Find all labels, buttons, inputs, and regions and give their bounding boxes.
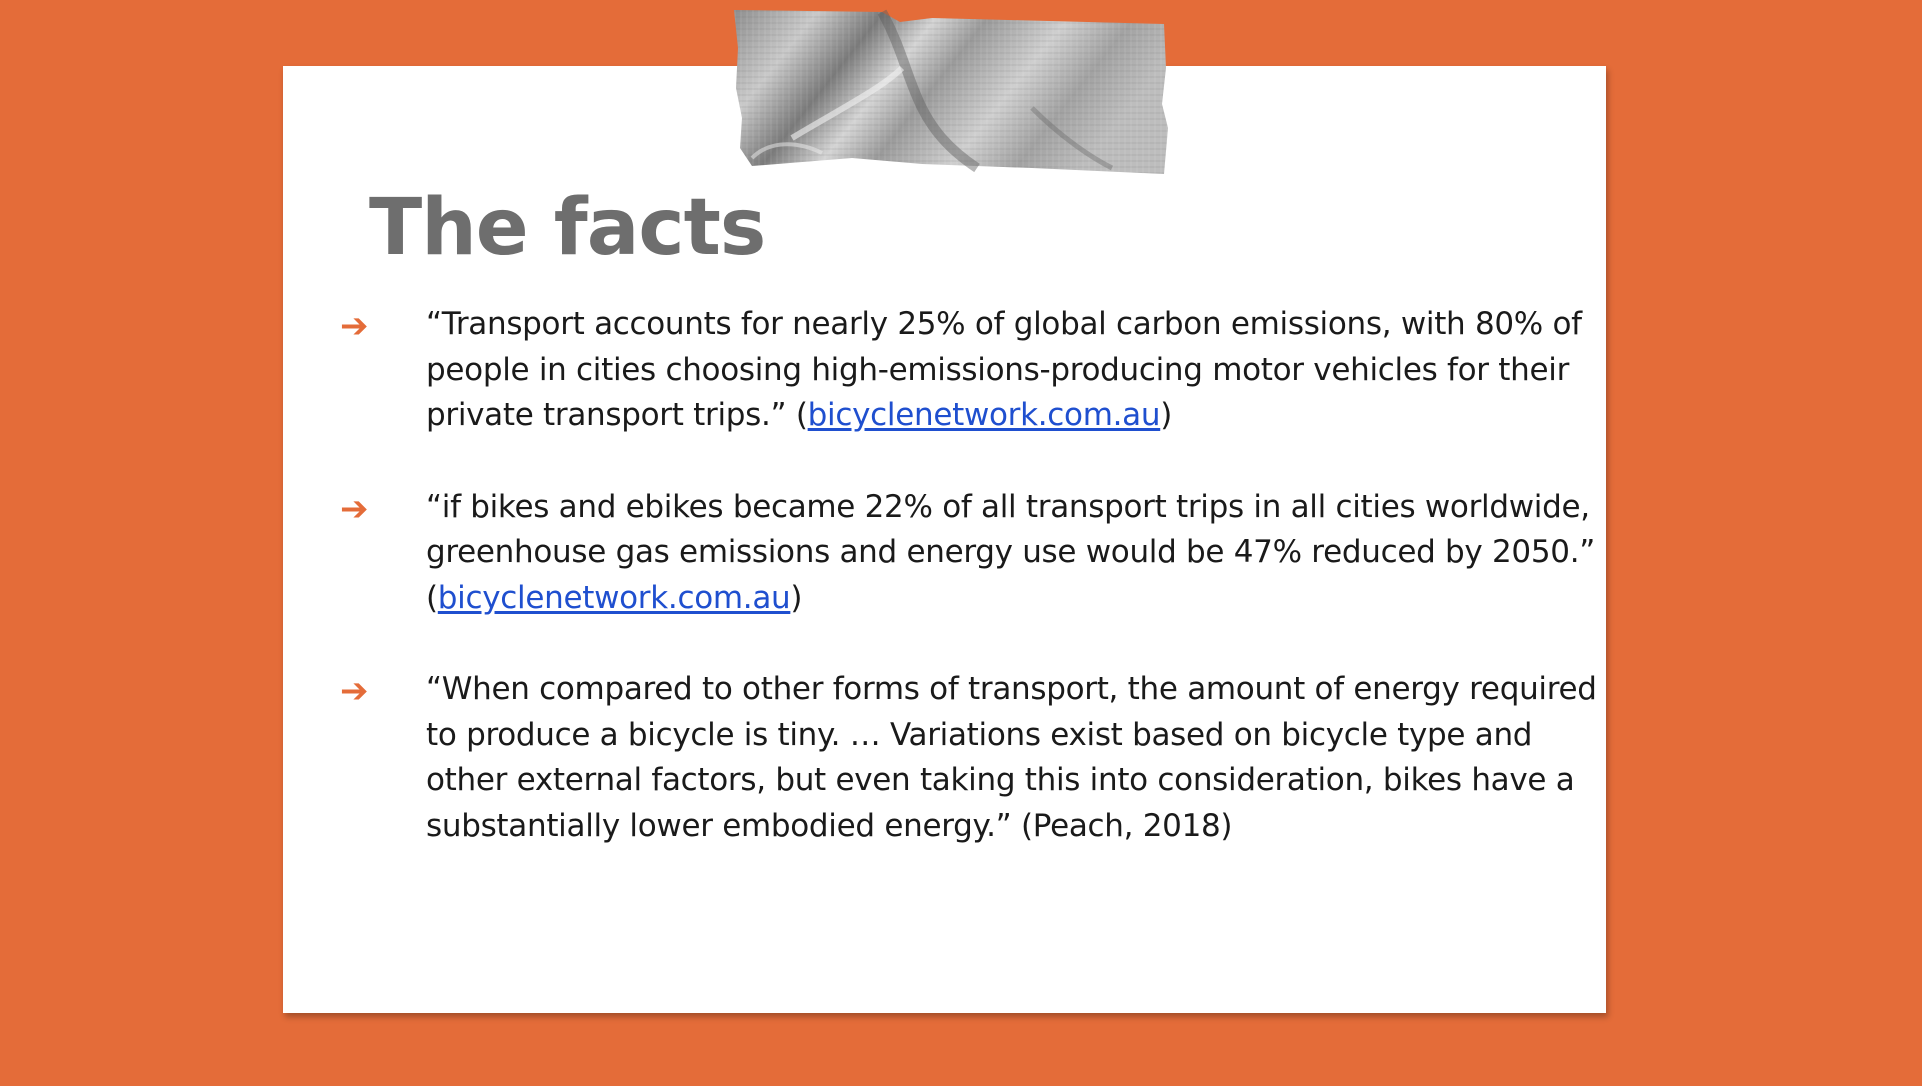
slide-title: The facts (369, 183, 766, 273)
fact-text: “Transport accounts for nearly 25% of gl… (426, 306, 1582, 433)
fact-text: “if bikes and ebikes became 22% of all t… (426, 488, 1596, 616)
fact-item-embodied-energy: ➔ “When compared to other forms of trans… (340, 667, 1600, 849)
fact-text: “When compared to other forms of transpo… (426, 671, 1597, 844)
fact-item-ebikes: ➔ “if bikes and ebikes became 22% of all… (340, 485, 1600, 622)
fact-text-end: ) (1160, 397, 1173, 433)
source-link[interactable]: bicyclenetwork.com.au (807, 397, 1161, 433)
duct-tape-icon (734, 9, 1168, 174)
fact-item-transport-emissions: ➔ “Transport accounts for nearly 25% of … (340, 302, 1600, 439)
source-link[interactable]: bicyclenetwork.com.au (437, 579, 791, 616)
right-arrow-icon: ➔ (340, 671, 369, 711)
facts-list: ➔ “Transport accounts for nearly 25% of … (340, 302, 1600, 849)
fact-text-end: ) (790, 579, 803, 616)
right-arrow-icon: ➔ (340, 306, 369, 346)
right-arrow-icon: ➔ (340, 488, 369, 529)
paper-card (283, 66, 1606, 1013)
